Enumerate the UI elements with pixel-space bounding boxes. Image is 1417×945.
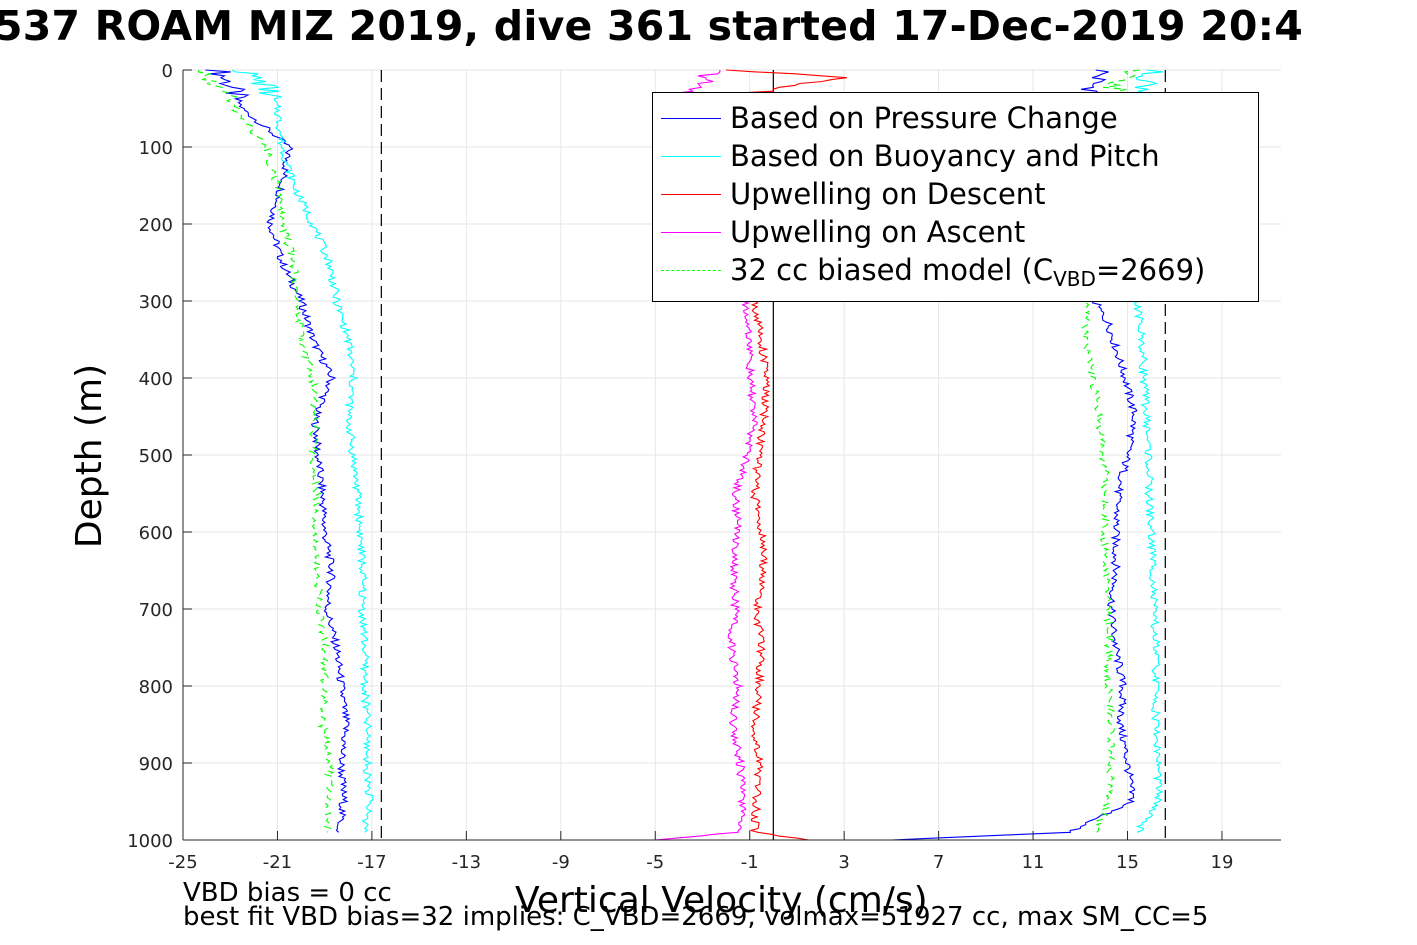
y-tick-label: 300 xyxy=(139,292,173,313)
legend-item-upwelling-ascent: Upwelling on Ascent xyxy=(653,210,1258,249)
x-tick-label: -13 xyxy=(452,852,481,873)
y-tick-label: 400 xyxy=(139,369,173,390)
legend-label-pressure-change: Based on Pressure Change xyxy=(730,101,1118,135)
series-line-based-on-pressure-change xyxy=(205,69,351,833)
y-tick-label: 1000 xyxy=(127,831,173,852)
x-tick-label: 7 xyxy=(933,852,944,873)
legend-item-upwelling-descent: Upwelling on Descent xyxy=(653,172,1258,211)
best-fit-note: best fit VBD bias=32 implies: C_VBD=2669… xyxy=(183,902,1209,932)
legend-label-upwelling-ascent: Upwelling on Ascent xyxy=(730,215,1026,249)
chart-title: 537 ROAM MIZ 2019, dive 361 started 17-D… xyxy=(0,2,1303,50)
x-axis-label: Vertical Velocity (cm/s) xyxy=(515,880,928,921)
series-line-32-cc-biased-model-c-vbd-2669 xyxy=(197,69,335,833)
legend-item-buoyancy-pitch: Based on Buoyancy and Pitch xyxy=(653,134,1258,173)
x-tick-label: -17 xyxy=(357,852,386,873)
y-tick-label: 700 xyxy=(139,600,173,621)
x-tick-label: -9 xyxy=(552,852,570,873)
x-tick-label: -21 xyxy=(263,852,292,873)
legend-swatch-upwelling-ascent xyxy=(661,232,721,233)
y-tick-label: 500 xyxy=(139,446,173,467)
x-tick-label: -25 xyxy=(168,852,197,873)
legend-item-biased-model: 32 cc biased model (CVBD=2669) xyxy=(653,248,1258,291)
legend-label-biased-model: 32 cc biased model (CVBD=2669) xyxy=(730,253,1205,291)
y-tick-label: 100 xyxy=(139,138,173,159)
legend-label-biased-model-sub: VBD xyxy=(1053,267,1096,291)
y-tick-label: 900 xyxy=(139,754,173,775)
vbd-bias-note: VBD bias = 0 cc xyxy=(183,878,392,908)
legend-swatch-biased-model xyxy=(661,270,721,271)
x-tick-label: -1 xyxy=(741,852,759,873)
x-tick-label: 3 xyxy=(838,852,849,873)
x-tick-label: 19 xyxy=(1211,852,1234,873)
x-tick-label: 11 xyxy=(1022,852,1045,873)
y-tick-label: 600 xyxy=(139,523,173,544)
legend-item-pressure-change: Based on Pressure Change xyxy=(653,96,1258,135)
y-tick-label: 800 xyxy=(139,677,173,698)
y-tick-label: 0 xyxy=(162,61,173,82)
y-tick-label: 200 xyxy=(139,215,173,236)
legend-label-upwelling-descent: Upwelling on Descent xyxy=(730,177,1046,211)
legend-swatch-buoyancy-pitch xyxy=(661,156,721,157)
legend-swatch-upwelling-descent xyxy=(661,194,721,195)
legend-label-buoyancy-pitch: Based on Buoyancy and Pitch xyxy=(730,139,1160,173)
y-axis-label: Depth (m) xyxy=(69,363,110,549)
legend-label-biased-model-pre: 32 cc biased model (C xyxy=(730,253,1054,287)
x-tick-label: 15 xyxy=(1116,852,1139,873)
legend-label-biased-model-post: =2669) xyxy=(1095,253,1206,287)
legend-swatch-pressure-change xyxy=(661,118,721,119)
series-line-based-on-buoyancy-and-pitch xyxy=(231,69,374,833)
legend: Based on Pressure Change Based on Buoyan… xyxy=(652,92,1259,302)
x-tick-label: -5 xyxy=(646,852,664,873)
